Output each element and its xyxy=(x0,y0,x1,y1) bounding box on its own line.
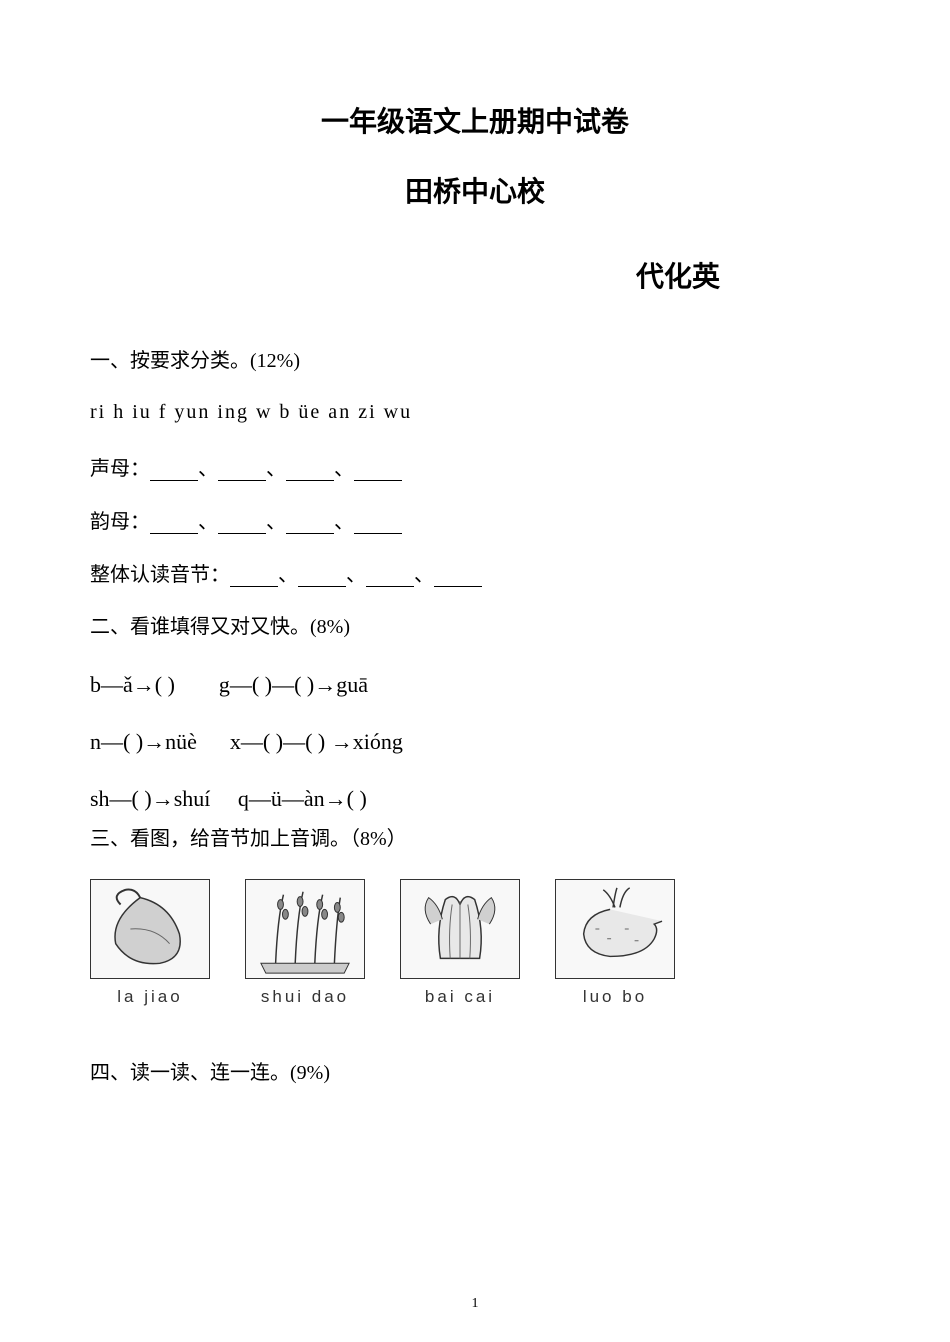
sep: 、 xyxy=(198,458,218,480)
sep: 、 xyxy=(334,511,354,533)
cabbage-icon xyxy=(401,880,519,978)
blank xyxy=(230,569,278,587)
blank xyxy=(150,463,198,481)
rice-icon xyxy=(246,880,364,978)
sep: 、 xyxy=(278,564,298,586)
yunmu-row: 韵母： 、 、 、 xyxy=(90,505,860,534)
pepper-icon xyxy=(91,880,209,978)
cabbage-image xyxy=(400,879,520,979)
ex-3b: q—ü—àn→( ) xyxy=(238,786,367,811)
page-number: 1 xyxy=(472,1296,479,1312)
pepper-label: la jiao xyxy=(117,987,182,1007)
image-item-rice: shui dao xyxy=(245,879,365,1007)
blank xyxy=(366,569,414,587)
yunmu-label: 韵母： xyxy=(90,511,150,533)
ex-3a: sh—( )→shuí xyxy=(90,786,210,811)
sep: 、 xyxy=(266,458,286,480)
section-1-header: 一、按要求分类。(12%) xyxy=(90,345,860,377)
rice-label: shui dao xyxy=(261,987,349,1007)
blank xyxy=(298,569,346,587)
sep: 、 xyxy=(198,511,218,533)
ex-2a: n—( )→nüè xyxy=(90,729,197,754)
blank xyxy=(218,516,266,534)
main-title: 一年级语文上册期中试卷 xyxy=(90,100,860,140)
zhengti-row: 整体认读音节： 、 、 、 xyxy=(90,558,860,587)
sep: 、 xyxy=(334,458,354,480)
blank xyxy=(286,516,334,534)
exercise-row-2: n—( )→nüè x—( )—( ) →xióng xyxy=(90,724,860,759)
pepper-image xyxy=(90,879,210,979)
blank xyxy=(434,569,482,587)
blank xyxy=(218,463,266,481)
shengmu-row: 声母： 、 、 、 xyxy=(90,452,860,481)
cabbage-label: bai cai xyxy=(425,987,495,1007)
sep: 、 xyxy=(414,564,434,586)
image-item-pepper: la jiao xyxy=(90,879,210,1007)
images-row: la jiao shui dao xyxy=(90,879,860,1007)
image-item-radish: luo bo xyxy=(555,879,675,1007)
zhengti-label: 整体认读音节： xyxy=(90,564,230,586)
blank xyxy=(286,463,334,481)
shengmu-label: 声母： xyxy=(90,458,150,480)
radish-label: luo bo xyxy=(583,987,647,1007)
rice-image xyxy=(245,879,365,979)
radish-icon xyxy=(556,880,674,978)
pinyin-list: ri h iu f yun ing w b üe an zi wu xyxy=(90,401,860,424)
radish-image xyxy=(555,879,675,979)
blank xyxy=(150,516,198,534)
exercise-row-1: b—ǎ→( ) g—( )—( )→guā xyxy=(90,667,860,702)
section-2-header: 二、看谁填得又对又快。(8%) xyxy=(90,611,860,643)
section-3-header: 三、看图，给音节加上音调。（8%） xyxy=(90,823,860,855)
exercise-row-3: sh—( )→shuí q—ü—àn→( ) xyxy=(90,781,860,816)
blank xyxy=(354,463,402,481)
ex-1b: g—( )—( )→guā xyxy=(219,672,368,697)
ex-1a: b—ǎ→( ) xyxy=(90,672,175,697)
image-item-cabbage: bai cai xyxy=(400,879,520,1007)
blank xyxy=(354,516,402,534)
section-4-header: 四、读一读、连一连。(9%) xyxy=(90,1057,860,1089)
sep: 、 xyxy=(266,511,286,533)
school-name: 田桥中心校 xyxy=(90,170,860,210)
author-name: 代化英 xyxy=(90,255,860,295)
sep: 、 xyxy=(346,564,366,586)
ex-2b: x—( )—( ) →xióng xyxy=(230,729,403,754)
